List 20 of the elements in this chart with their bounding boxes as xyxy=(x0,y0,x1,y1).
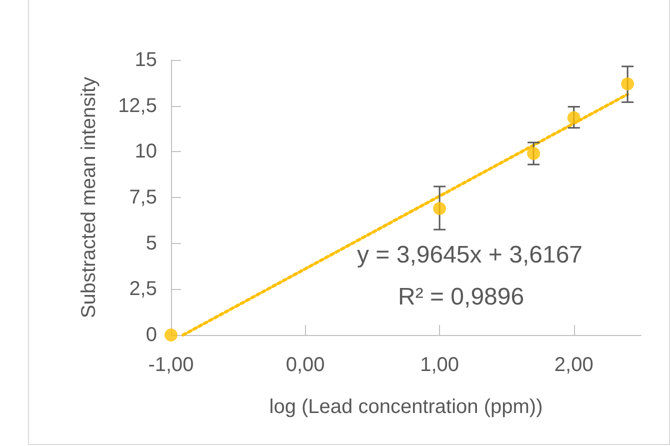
y-tick-label: 2,5 xyxy=(129,278,157,300)
point xyxy=(433,202,446,215)
point xyxy=(527,147,540,160)
x-tick-label: 1,00 xyxy=(420,354,460,376)
y-axis-title: Substracted mean intensity xyxy=(78,76,100,318)
y-tick-label: 7,5 xyxy=(129,186,157,208)
point xyxy=(164,328,178,342)
annotation: R² = 0,9896 xyxy=(398,284,524,310)
annotation: y = 3,9645x + 3,6167 xyxy=(357,242,583,268)
y-tick-label: 15 xyxy=(134,49,157,71)
x-tick-label: -1,00 xyxy=(148,354,194,376)
y-tick-label: 10 xyxy=(134,140,157,163)
x-tick-label: 2,00 xyxy=(554,354,594,376)
x-axis-title: log (Lead concentration (ppm)) xyxy=(269,396,543,418)
point xyxy=(621,77,634,90)
y-tick-label: 5 xyxy=(146,232,157,254)
y-tick-label: 0 xyxy=(146,324,157,346)
y-tick-label: 12,5 xyxy=(118,94,157,117)
point xyxy=(567,111,580,124)
x-tick-label: 0,00 xyxy=(286,354,325,376)
